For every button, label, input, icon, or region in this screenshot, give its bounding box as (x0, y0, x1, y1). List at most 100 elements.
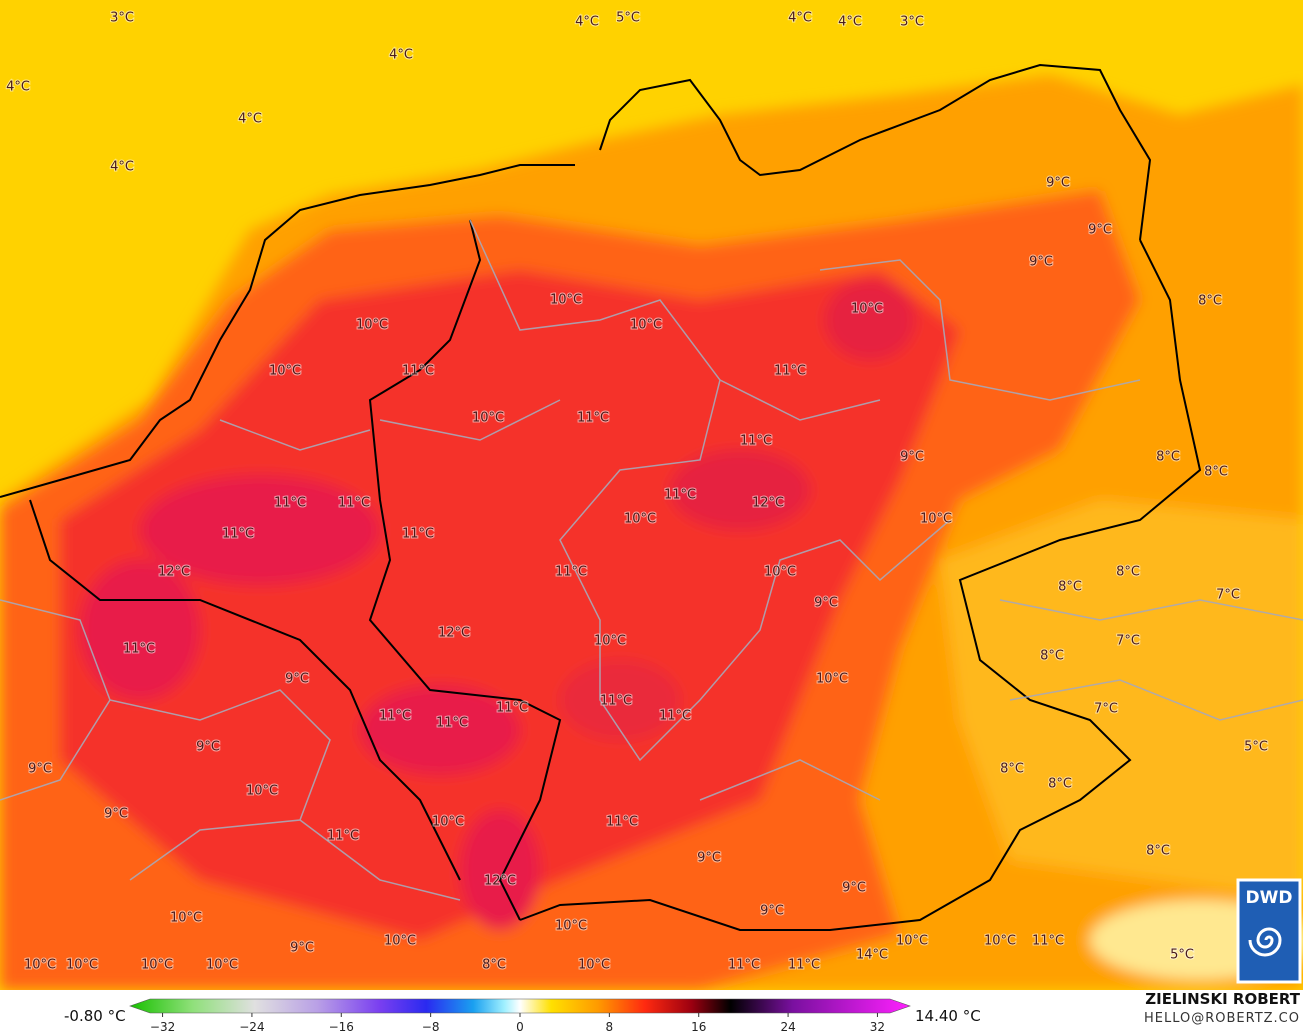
temperature-label: 10°C (24, 958, 56, 973)
temperature-label: 7°C (1216, 588, 1240, 603)
temperature-label: 10°C (170, 911, 202, 926)
temperature-label: 9°C (1029, 255, 1053, 270)
temperature-label: 9°C (842, 881, 866, 896)
temperature-label: 4°C (238, 112, 262, 127)
temperature-label: 9°C (196, 740, 220, 755)
temperature-label: 8°C (1058, 580, 1082, 595)
temperature-label: 9°C (760, 904, 784, 919)
temperature-label: 11°C (774, 364, 806, 379)
temperature-label: 10°C (624, 512, 656, 527)
temperature-labels: 3°C 4°C 5°C 4°C 4°C 3°C 4°C 4°C 4°C 4°C 9°C 9°C 9°C 8… (5, 10, 1269, 974)
temperature-label: 10°C (630, 318, 662, 333)
temperature-label: 11°C (664, 488, 696, 503)
temperature-label: 11°C (123, 642, 155, 657)
colorbar-tick-label: −8 (422, 1020, 440, 1034)
temperature-label: 10°C (594, 634, 626, 649)
coastlines (0, 63, 1202, 931)
temperature-label: 7°C (1094, 702, 1118, 717)
temperature-label: 11°C (338, 496, 370, 511)
temperature-label: 9°C (1088, 223, 1112, 238)
temperature-label: 11°C (606, 815, 638, 830)
temperature-label: 10°C (896, 934, 928, 949)
colorbar-tick-label: 8 (606, 1020, 614, 1034)
dwd-logo: DWD (1236, 878, 1302, 984)
temperature-label: 14°C (856, 948, 888, 963)
temperature-label: 4°C (788, 11, 812, 26)
temperature-label: 5°C (1244, 740, 1268, 755)
map (0, 0, 1303, 990)
temperature-label: 10°C (269, 364, 301, 379)
temperature-label: 12°C (752, 496, 784, 511)
temperature-label: 9°C (104, 807, 128, 822)
max-label: 14.40 °C (915, 1007, 981, 1025)
temperature-label: 9°C (814, 596, 838, 611)
temperature-label: 9°C (290, 941, 314, 956)
temperature-label: 11°C (600, 694, 632, 709)
temperature-label: 4°C (575, 15, 599, 30)
temperature-label: 10°C (851, 302, 883, 317)
temperature-label: 10°C (66, 958, 98, 973)
temperature-label: 10°C (432, 815, 464, 830)
temperature-label: 10°C (356, 318, 388, 333)
temperature-label: 11°C (274, 496, 306, 511)
temperature-label: 8°C (1116, 565, 1140, 580)
colorbar-tick-label: 24 (780, 1020, 795, 1034)
logo-spiral (1248, 927, 1282, 957)
temperature-label: 10°C (984, 934, 1016, 949)
colorbar-tick-label: 16 (691, 1020, 706, 1034)
temperature-label: 8°C (1198, 294, 1222, 309)
temperature-label: 11°C (555, 565, 587, 580)
temperature-label: 4°C (838, 15, 862, 30)
colorbar-tick-label: 0 (516, 1020, 524, 1034)
temperature-label: 7°C (1116, 634, 1140, 649)
temperature-label: 10°C (578, 958, 610, 973)
temperature-label: 10°C (550, 293, 582, 308)
temperature-label: 10°C (384, 934, 416, 949)
colorbar-tick-label: 32 (870, 1020, 885, 1034)
temperature-label: 9°C (28, 762, 52, 777)
temperature-label: 11°C (788, 958, 820, 973)
credit-email: HELLO@ROBERTZ.CO (1144, 1011, 1300, 1026)
temperature-label: 11°C (436, 716, 468, 731)
temperature-label: 8°C (482, 958, 506, 973)
temperature-label: 8°C (1146, 844, 1170, 859)
temperature-label: 12°C (158, 565, 190, 580)
temperature-label: 8°C (1040, 649, 1064, 664)
temperature-label: 11°C (402, 364, 434, 379)
temperature-label: 9°C (900, 450, 924, 465)
temperature-label: 9°C (697, 851, 721, 866)
temperature-label: 10°C (555, 919, 587, 934)
temperature-label: 11°C (1032, 934, 1064, 949)
temperature-label: 10°C (246, 784, 278, 799)
colorbar: -0.80 °C 14.40 °C −32 −24 −16 −8 0 8 16 24 32 (64, 998, 981, 1034)
temperature-label: 10°C (816, 672, 848, 687)
temperature-label: 8°C (1000, 762, 1024, 777)
temperature-label: 3°C (110, 11, 134, 26)
temperature-label: 5°C (616, 11, 640, 26)
temperature-label: 11°C (728, 958, 760, 973)
temperature-label: 11°C (379, 709, 411, 724)
temperature-label: 5°C (1170, 948, 1194, 963)
temperature-label: 4°C (110, 160, 134, 175)
temperature-label: 11°C (659, 709, 691, 724)
temperature-label: 8°C (1204, 465, 1228, 480)
temperature-label: 11°C (577, 411, 609, 426)
min-label: -0.80 °C (64, 1007, 126, 1025)
temperature-label: 11°C (222, 527, 254, 542)
temperature-label: 10°C (472, 411, 504, 426)
temperature-label: 11°C (740, 434, 772, 449)
temperature-label: 10°C (764, 565, 796, 580)
colorbar-tick-label: −16 (329, 1020, 354, 1034)
colorbar-gradient (129, 998, 911, 1014)
temperature-label: 11°C (402, 527, 434, 542)
temperature-label: 10°C (206, 958, 238, 973)
temperature-label: 8°C (1156, 450, 1180, 465)
temperature-label: 4°C (6, 80, 30, 95)
temperature-label: 8°C (1048, 777, 1072, 792)
temperature-label: 11°C (327, 829, 359, 844)
temperature-label: 3°C (900, 15, 924, 30)
temperature-label: 12°C (484, 874, 516, 889)
temperature-label: 10°C (141, 958, 173, 973)
temperature-label: 9°C (285, 672, 309, 687)
